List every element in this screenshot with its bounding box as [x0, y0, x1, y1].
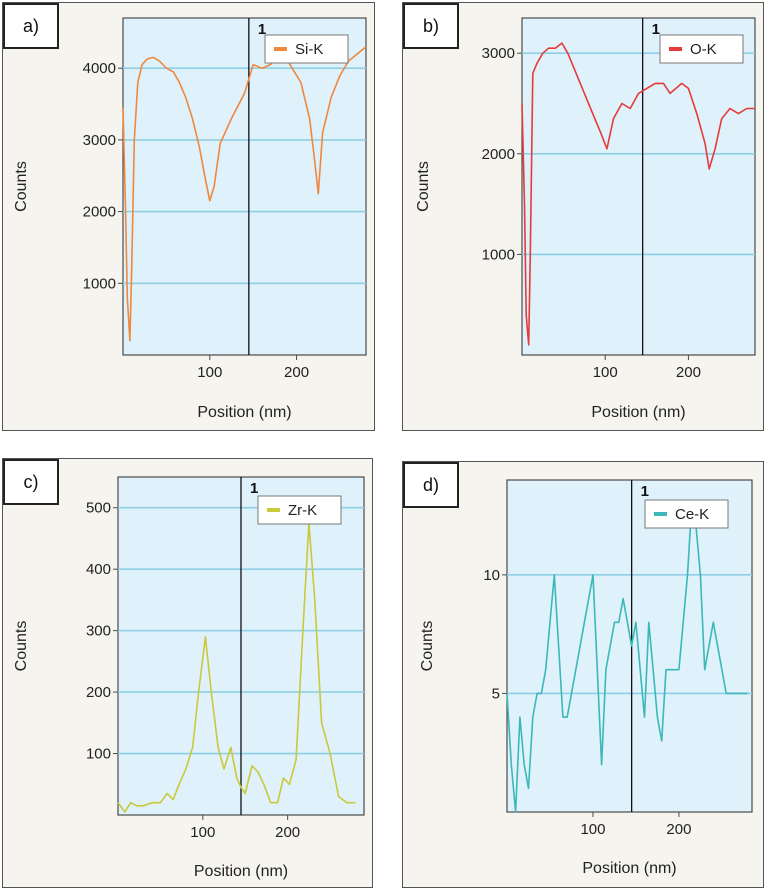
- o-k-x-tick-label: 200: [676, 364, 701, 381]
- ce-k-x-tick-label: 200: [666, 821, 691, 838]
- ce-k-legend: Ce-K: [644, 499, 729, 529]
- o-k-legend-swatch: [669, 47, 682, 51]
- zr-k-x-tick-label: 200: [275, 824, 300, 841]
- si-k-y-tick-label: 3000: [83, 132, 116, 149]
- zr-k-x-tick-label: 100: [190, 824, 215, 841]
- panel-d-label: d): [403, 462, 459, 508]
- o-k-y-tick-label: 3000: [482, 45, 515, 62]
- o-k-y-axis-label: Counts: [415, 161, 432, 212]
- ce-k-legend-swatch: [654, 512, 667, 516]
- ce-k-y-axis-label: Counts: [419, 621, 436, 672]
- si-k-y-tick-label: 4000: [83, 60, 116, 77]
- zr-k-legend-swatch: [267, 508, 280, 512]
- ce-k-legend-label: Ce-K: [675, 506, 709, 523]
- si-k-legend: Si-K: [264, 34, 349, 64]
- zr-k-legend-label: Zr-K: [288, 502, 317, 519]
- zr-k-y-tick-label: 100: [86, 746, 111, 763]
- ce-k-y-tick-label: 5: [492, 685, 500, 702]
- o-k-y-tick-label: 1000: [482, 246, 515, 263]
- o-k-marker-label: 1: [652, 21, 660, 38]
- o-k-y-tick-label: 2000: [482, 146, 515, 163]
- o-k-x-tick-label: 100: [593, 364, 618, 381]
- zr-k-legend: Zr-K: [257, 495, 342, 525]
- si-k-plot-area: [122, 17, 367, 356]
- ce-k-x-axis-label: Position (nm): [582, 860, 676, 877]
- zr-k-marker-label: 1: [250, 480, 258, 497]
- si-k-x-axis-label: Position (nm): [197, 404, 291, 421]
- si-k-marker-label: 1: [258, 21, 266, 38]
- o-k-series-line: [521, 42, 755, 346]
- si-k-x-tick-label: 100: [197, 364, 222, 381]
- o-k-plot-area: [521, 17, 756, 356]
- ce-k-series-line: [506, 502, 748, 813]
- si-k-y-tick-label: 1000: [83, 275, 116, 292]
- panel-b-label: b): [403, 3, 459, 49]
- zr-k-y-axis-label: Counts: [13, 621, 30, 672]
- zr-k-y-tick-label: 200: [86, 684, 111, 701]
- panel-a-label: a): [3, 3, 59, 49]
- si-k-y-tick-label: 2000: [83, 204, 116, 221]
- o-k-legend: O-K: [659, 34, 744, 64]
- ce-k-marker-label: 1: [641, 483, 649, 500]
- si-k-legend-label: Si-K: [295, 41, 323, 58]
- si-k-y-axis-label: Counts: [13, 161, 30, 212]
- o-k-legend-label: O-K: [690, 41, 717, 58]
- si-k-series-line: [122, 46, 367, 342]
- zr-k-y-tick-label: 500: [86, 500, 111, 517]
- ce-k-plot-area: [506, 479, 753, 813]
- si-k-x-tick-label: 200: [284, 364, 309, 381]
- panel-c-label: c): [3, 459, 59, 505]
- zr-k-y-tick-label: 300: [86, 623, 111, 640]
- zr-k-y-tick-label: 400: [86, 561, 111, 578]
- ce-k-y-tick-label: 10: [483, 567, 500, 584]
- zr-k-x-axis-label: Position (nm): [194, 863, 288, 880]
- o-k-x-axis-label: Position (nm): [591, 404, 685, 421]
- ce-k-x-tick-label: 100: [580, 821, 605, 838]
- si-k-legend-swatch: [274, 47, 287, 51]
